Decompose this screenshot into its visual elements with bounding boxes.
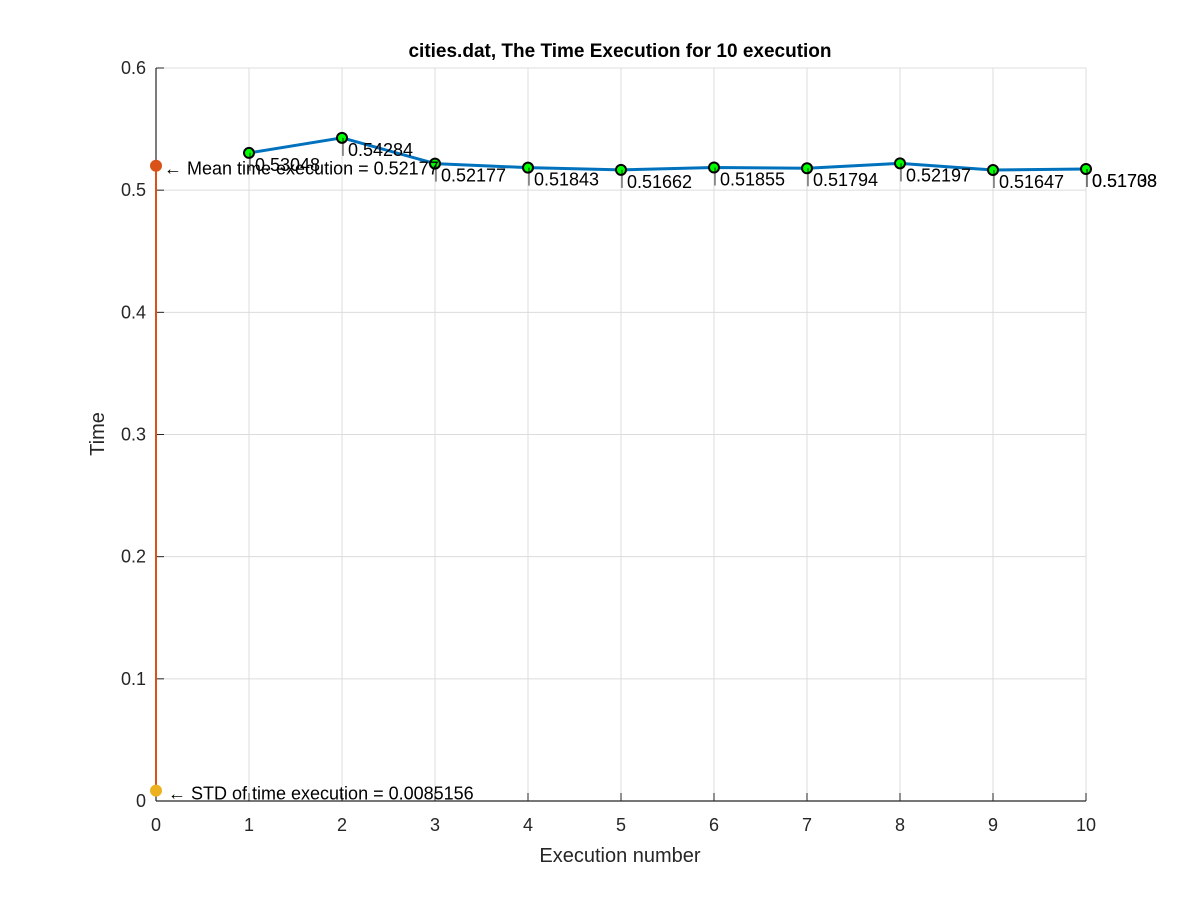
data-label: 0.51662 [627, 172, 692, 192]
x-tick-label: 9 [988, 815, 998, 835]
mean-annotation: ← Mean time execution = 0.52177 [164, 159, 439, 179]
data-point [801, 162, 813, 175]
y-axis-label: Time [87, 412, 109, 456]
y-tick-label: 0.1 [121, 669, 146, 689]
data-point [615, 163, 627, 176]
data-point [336, 131, 348, 144]
data-label: 0.51708 [1092, 171, 1157, 191]
data-label: 0.51843 [534, 170, 599, 190]
x-tick-label: 6 [709, 815, 719, 835]
x-tick-label: 5 [616, 815, 626, 835]
std-marker [150, 784, 162, 797]
x-axis-label: Execution number [539, 845, 701, 867]
y-tick-label: 0.2 [121, 547, 146, 567]
series-line [248, 136, 1087, 172]
y-tick-label: 0 [136, 791, 146, 811]
chart-title: cities.dat, The Time Execution for 10 ex… [408, 41, 831, 62]
data-point [522, 161, 534, 174]
std-annotation: ← STD of time execution = 0.0085156 [168, 784, 474, 804]
data-label: 0.51855 [720, 170, 785, 190]
x-tick-label: 3 [430, 815, 440, 835]
data-label: 0.52177 [441, 166, 506, 186]
x-tick-label: 10 [1076, 815, 1096, 835]
x-tick-label: 1 [244, 815, 254, 835]
y-tick-label: 0.4 [121, 302, 146, 322]
data-point [894, 157, 906, 170]
data-label: 0.51733 [1092, 171, 1157, 191]
data-point [987, 164, 999, 177]
x-tick-label: 0 [151, 815, 161, 835]
x-tick-label: 8 [895, 815, 905, 835]
data-label: 0.52197 [906, 165, 971, 185]
data-point [243, 146, 255, 159]
labels: 0.53048 0.54284 0.52177 0.51843 0.51662 0.518… [164, 137, 1157, 804]
data-label: 0.51647 [999, 172, 1064, 192]
mean-marker [150, 159, 162, 172]
y-tick-label: 0.3 [121, 425, 146, 445]
y-tick-label: 0.6 [121, 58, 146, 78]
x-tick-label: 2 [337, 815, 347, 835]
x-tick-label: 7 [802, 815, 812, 835]
data-label: 0.53048 [255, 155, 320, 175]
data-point [429, 157, 441, 170]
y-tick-label: 0.5 [121, 180, 146, 200]
data-point [708, 161, 720, 174]
data-label: 0.54284 [348, 140, 413, 160]
x-tick-label: 4 [523, 815, 533, 835]
series [150, 131, 1092, 797]
data-label: 0.51794 [813, 170, 878, 190]
data-point [1080, 162, 1092, 175]
